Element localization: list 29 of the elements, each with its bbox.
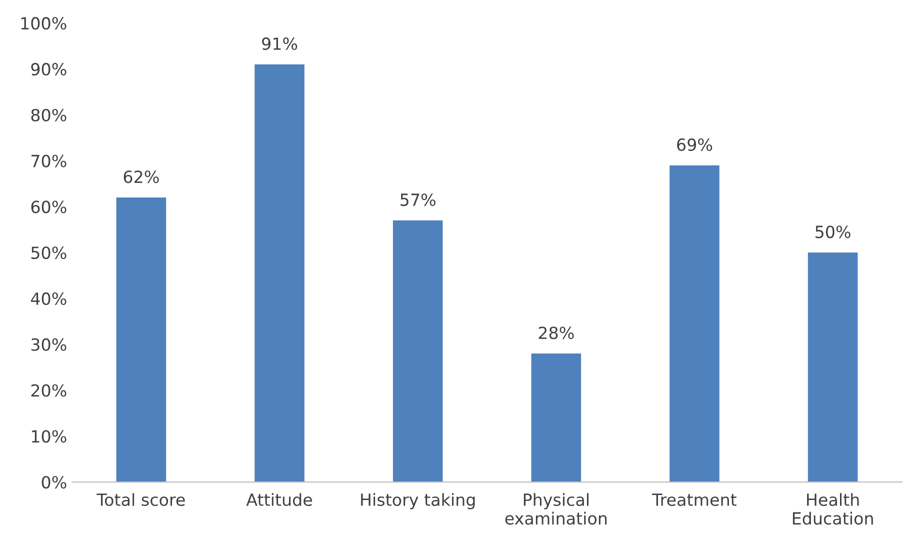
y-tick-label: 30% <box>31 338 66 351</box>
bar <box>116 197 166 482</box>
data-label: 91% <box>262 37 298 50</box>
data-label: 57% <box>400 193 436 206</box>
x-tick-label: Total score <box>96 493 185 506</box>
y-tick-label: 50% <box>31 246 66 260</box>
data-label: 28% <box>538 326 574 340</box>
x-tick-label: Treatment <box>652 494 736 506</box>
x-tick-label: Attitude <box>246 493 312 506</box>
bar <box>254 64 304 482</box>
y-tick-label: 90% <box>31 62 66 76</box>
data-label: 69% <box>677 138 712 151</box>
y-tick-label: 100% <box>21 17 66 30</box>
bar <box>808 252 858 482</box>
bar <box>392 220 443 482</box>
y-tick-label: 10% <box>32 430 66 443</box>
x-tick-label: History taking <box>361 493 475 510</box>
y-tick-label: 20% <box>31 384 66 397</box>
y-tick-label: 0% <box>42 476 66 489</box>
bar <box>531 354 582 482</box>
y-tick-label: 80% <box>31 108 66 122</box>
y-tick-label: 40% <box>30 292 66 306</box>
bar <box>670 165 720 482</box>
data-label: 62% <box>124 170 159 184</box>
x-tick-label: Health Education <box>792 493 873 525</box>
data-label: 50% <box>816 226 850 238</box>
x-tick-label: Physical examination <box>505 493 607 525</box>
y-tick-label: 70% <box>32 154 66 168</box>
y-tick-label: 60% <box>31 200 66 214</box>
